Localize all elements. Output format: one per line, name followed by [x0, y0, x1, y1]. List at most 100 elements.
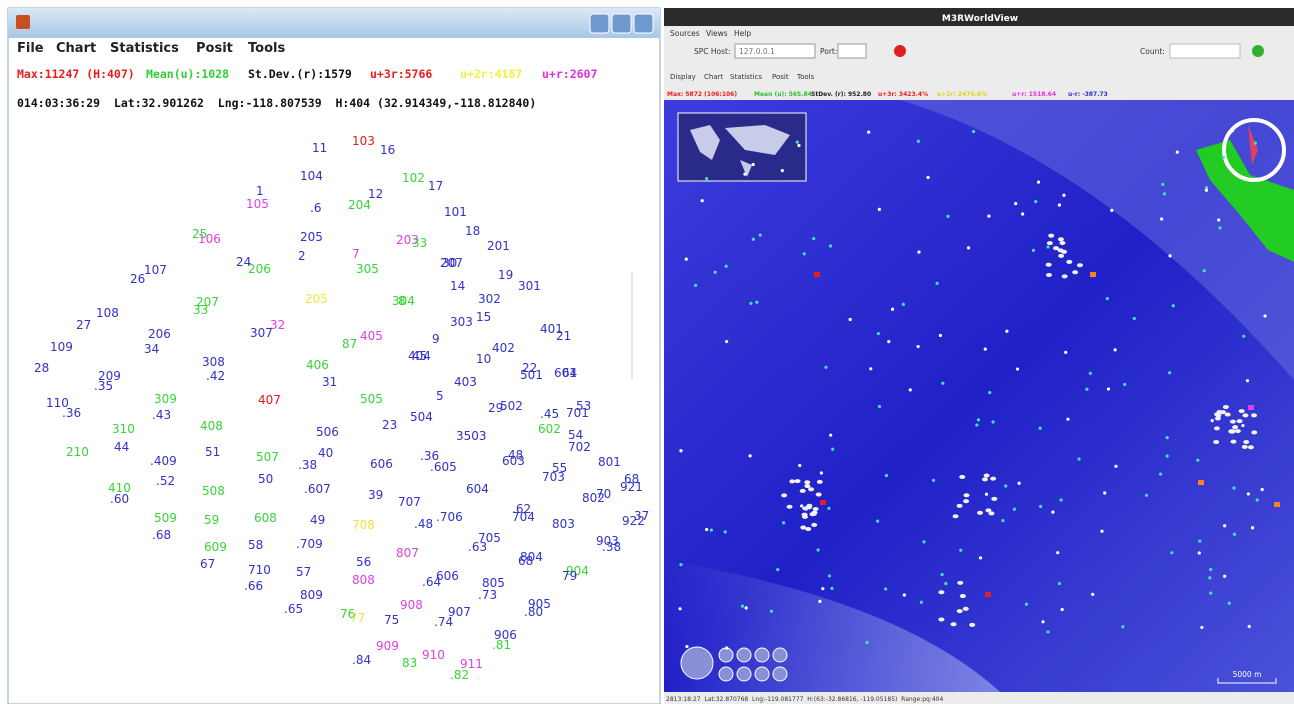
marker	[776, 567, 780, 572]
hydrophone-label: 304	[392, 294, 415, 308]
marker	[821, 587, 825, 591]
menu-item[interactable]: Chart	[56, 41, 96, 56]
marker	[713, 270, 717, 274]
marker	[1260, 487, 1264, 492]
hydrophone-label: 7	[352, 247, 360, 261]
rotate-right[interactable]	[772, 647, 788, 663]
hydrophone-label: 55	[552, 461, 567, 475]
menu-item[interactable]: Statistics	[110, 41, 179, 56]
marker-cluster	[799, 488, 806, 493]
marker	[1091, 592, 1095, 596]
menu-item[interactable]: Posit	[196, 41, 233, 56]
hydrophone-label: .605	[430, 460, 457, 474]
menu-item[interactable]: Help	[734, 29, 751, 38]
marker-cluster	[811, 510, 818, 515]
marker-cluster	[959, 474, 966, 479]
marker-highlight	[1248, 405, 1254, 410]
disconnect-button[interactable]	[894, 45, 906, 57]
hydrophone-label: 804	[520, 550, 543, 564]
marker	[848, 317, 852, 322]
marker	[865, 640, 869, 645]
hydrophone-label: 27	[76, 318, 91, 332]
hydrophone-label: 102	[402, 171, 425, 185]
hydrophone-label: .6	[310, 201, 321, 215]
close-button[interactable]	[633, 13, 654, 34]
marker	[709, 528, 714, 532]
menu-item[interactable]: Statistics	[730, 73, 762, 81]
marker	[1100, 529, 1104, 533]
marker-cluster	[985, 508, 992, 513]
tilt-down[interactable]	[754, 666, 770, 682]
marker-cluster	[1238, 409, 1245, 414]
rotate-left[interactable]	[736, 647, 752, 663]
marker	[1232, 486, 1236, 490]
hydrophone-label: 54	[568, 428, 583, 442]
hydrophone-label: 2	[298, 249, 306, 263]
hydrophone-label: 11	[312, 141, 327, 155]
marker-cluster	[800, 525, 807, 530]
hydrophone-label: .74	[434, 615, 453, 629]
hydrophone-label: 206	[248, 262, 271, 276]
zoom-out[interactable]	[718, 666, 734, 682]
marker	[1168, 254, 1172, 258]
minimize-button[interactable]	[589, 13, 610, 34]
marker-cluster	[1213, 426, 1220, 431]
hydrophone-label: 56	[356, 555, 371, 569]
marker	[725, 646, 729, 650]
marker-cluster	[1076, 263, 1083, 268]
marker	[1210, 418, 1214, 423]
hydrophone-label: 206	[148, 327, 171, 341]
marker-cluster	[1045, 262, 1052, 267]
marker	[1057, 203, 1062, 207]
marker-cluster	[1230, 439, 1237, 444]
reset[interactable]	[736, 666, 752, 682]
marker-cluster	[1234, 429, 1241, 434]
hydrophone-label: 33	[412, 236, 427, 250]
marker	[1242, 334, 1246, 338]
marker	[705, 527, 709, 532]
compass-needle	[1248, 125, 1258, 165]
hydrophone-label: 701	[566, 406, 589, 420]
hydrophone-label: 75	[384, 613, 399, 627]
menu-item[interactable]: Display	[670, 73, 696, 81]
compass[interactable]	[1222, 118, 1286, 182]
marker	[1223, 524, 1227, 528]
marker-cluster	[794, 479, 801, 484]
hydrophone-label: 104	[300, 169, 323, 183]
menu-item[interactable]: Sources	[670, 29, 700, 38]
marker-cluster	[938, 617, 945, 622]
hydrophone-label: 57	[296, 565, 311, 579]
maximize-button[interactable]	[611, 13, 632, 34]
stat: St.Dev.(r):1579	[248, 67, 352, 81]
marker	[725, 339, 729, 344]
marker	[975, 423, 979, 427]
port-input[interactable]	[837, 43, 867, 59]
menu-item[interactable]: Tools	[796, 73, 815, 81]
hydrophone-label: 505	[360, 392, 383, 406]
marker	[1106, 387, 1111, 391]
marker	[938, 333, 943, 338]
pan-control[interactable]	[680, 646, 714, 680]
hydrophone-label: 410	[108, 481, 131, 495]
menu-item[interactable]: Views	[706, 29, 728, 38]
marker-cluster	[816, 479, 823, 484]
menu-item[interactable]: Chart	[704, 73, 723, 81]
zoom-in[interactable]	[718, 647, 734, 663]
menu-item[interactable]: Posit	[772, 73, 789, 81]
hydrophone-label: 403	[454, 375, 477, 389]
menu-item[interactable]: File	[17, 41, 44, 56]
menu-item[interactable]: Tools	[248, 41, 285, 56]
hydrophone-label: .43	[152, 408, 171, 422]
marker	[1253, 141, 1257, 145]
host-input[interactable]	[734, 43, 816, 59]
left-title-bar	[8, 8, 660, 38]
hydrophone-label: 33	[193, 303, 208, 317]
rotate-reset[interactable]	[772, 666, 788, 682]
hydrophone-label: .38	[298, 458, 317, 472]
marker-cluster	[981, 477, 988, 482]
marker-cluster	[1228, 429, 1235, 434]
marker	[983, 347, 987, 351]
marker-cluster	[991, 496, 998, 501]
marker	[1103, 491, 1107, 495]
tilt-up[interactable]	[754, 647, 770, 663]
